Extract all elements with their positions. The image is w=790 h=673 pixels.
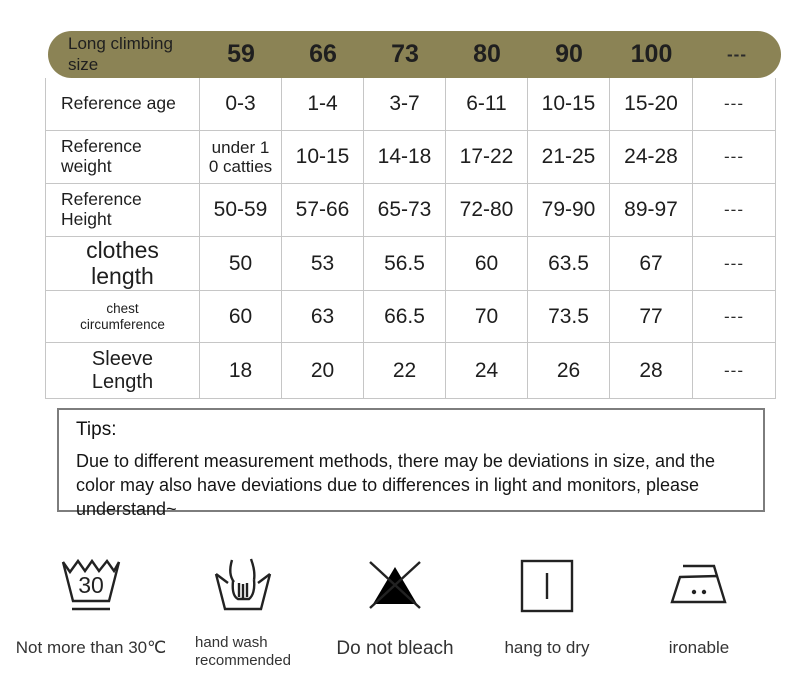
header-size-100: 100 <box>630 40 673 68</box>
table-cell: 77 <box>610 291 693 343</box>
table-cell: 65-73 <box>364 184 446 237</box>
wash-30-icon: 30 <box>57 545 125 627</box>
table-cell: 26 <box>528 343 610 399</box>
header-size-placeholder: --- <box>727 44 747 64</box>
table-cell: 73.5 <box>528 291 610 343</box>
table-cell: 79-90 <box>528 184 610 237</box>
size-table: Long climbing size 59 66 73 80 90 100 --… <box>45 31 781 399</box>
care-item-hang-to-dry: hang to dry <box>471 545 623 670</box>
care-item-hand-wash: hand wash recommended <box>167 545 319 670</box>
row-label: Reference Height <box>45 184 200 237</box>
table-cell: 28 <box>610 343 693 399</box>
table-cell: --- <box>693 343 776 399</box>
care-label: hand wash recommended <box>195 634 291 669</box>
header-size-59: 59 <box>227 40 255 68</box>
do-not-bleach-icon <box>364 545 426 627</box>
care-label: Do not bleach <box>336 638 454 659</box>
table-cell: 0-3 <box>200 78 282 131</box>
table-cell: 15-20 <box>610 78 693 131</box>
table-cell: 72-80 <box>446 184 528 237</box>
hand-wash-icon <box>211 545 275 627</box>
table-cell: 24 <box>446 343 528 399</box>
table-cell: 20 <box>282 343 364 399</box>
care-label: Not more than 30℃ <box>15 638 167 657</box>
table-cell: 89-97 <box>610 184 693 237</box>
iron-icon <box>666 545 732 627</box>
table-row-reference-age: Reference age 0-3 1-4 3-7 6-11 10-15 15-… <box>45 78 776 131</box>
table-cell: --- <box>693 131 776 184</box>
table-cell: 18 <box>200 343 282 399</box>
care-item-do-not-bleach: Do not bleach <box>319 545 471 670</box>
table-cell: --- <box>693 237 776 291</box>
table-row-reference-height: Reference Height 50-59 57-66 65-73 72-80… <box>45 184 776 237</box>
table-cell: 24-28 <box>610 131 693 184</box>
table-cell: 17-22 <box>446 131 528 184</box>
table-cell: 63 <box>282 291 364 343</box>
table-row-sleeve-length: Sleeve Length 18 20 22 24 26 28 --- <box>45 343 776 399</box>
table-cell: 56.5 <box>364 237 446 291</box>
table-cell: 10-15 <box>528 78 610 131</box>
table-cell: under 1 0 catties <box>200 131 282 184</box>
table-cell: 21-25 <box>528 131 610 184</box>
table-cell: 60 <box>446 237 528 291</box>
table-row-clothes-length: clothes length 50 53 56.5 60 63.5 67 --- <box>45 237 776 291</box>
table-cell: 53 <box>282 237 364 291</box>
table-cell: 60 <box>200 291 282 343</box>
table-cell: 14-18 <box>364 131 446 184</box>
table-body: Reference age 0-3 1-4 3-7 6-11 10-15 15-… <box>45 78 776 399</box>
care-label: hang to dry <box>504 638 590 657</box>
table-cell: 50-59 <box>200 184 282 237</box>
svg-text:30: 30 <box>78 572 104 598</box>
care-instructions: 30 Not more than 30℃ hand wash recommend… <box>15 545 775 670</box>
table-header-row: Long climbing size 59 66 73 80 90 100 --… <box>48 31 781 78</box>
table-cell: --- <box>693 184 776 237</box>
table-cell: 22 <box>364 343 446 399</box>
header-size-66: 66 <box>309 40 337 68</box>
tips-body-text: Due to different measurement methods, th… <box>76 451 716 519</box>
row-label: Reference weight <box>45 131 200 184</box>
table-cell: --- <box>693 78 776 131</box>
table-cell: 1-4 <box>282 78 364 131</box>
header-size-90: 90 <box>555 40 583 68</box>
table-cell: 57-66 <box>282 184 364 237</box>
table-row-chest-circumference: chest circumference 60 63 66.5 70 73.5 7… <box>45 291 776 343</box>
row-label: Sleeve Length <box>45 343 200 399</box>
row-label: chest circumference <box>45 291 200 343</box>
table-cell: 3-7 <box>364 78 446 131</box>
row-label: clothes length <box>45 237 200 291</box>
tips-box: Tips: Due to different measurement metho… <box>57 408 765 519</box>
care-label: ironable <box>668 638 730 657</box>
table-cell: 66.5 <box>364 291 446 343</box>
table-cell: 6-11 <box>446 78 528 131</box>
table-cell: --- <box>693 291 776 343</box>
table-cell: 63.5 <box>528 237 610 291</box>
header-size-label: Long climbing size <box>68 34 173 74</box>
hang-to-dry-icon <box>518 545 576 627</box>
table-row-reference-weight: Reference weight under 1 0 catties 10-15… <box>45 131 776 184</box>
table-cell: 67 <box>610 237 693 291</box>
header-size-80: 80 <box>473 40 501 68</box>
care-item-wash-30: 30 Not more than 30℃ <box>15 545 167 670</box>
row-label: Reference age <box>45 78 200 131</box>
care-item-ironable: ironable <box>623 545 775 670</box>
table-cell: 70 <box>446 291 528 343</box>
table-cell: 10-15 <box>282 131 364 184</box>
table-cell: 50 <box>200 237 282 291</box>
tips-title: Tips: <box>76 419 117 440</box>
header-size-73: 73 <box>391 40 419 68</box>
